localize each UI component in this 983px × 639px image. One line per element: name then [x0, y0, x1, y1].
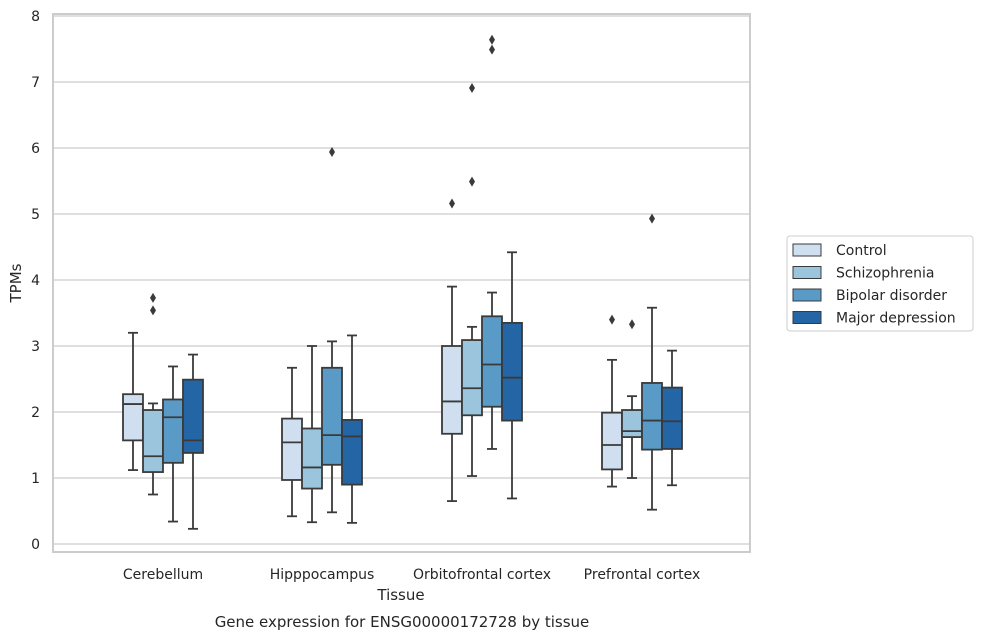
box-iqr [501, 321, 523, 422]
chart-caption: Gene expression for ENSG00000172728 by t… [215, 613, 590, 631]
legend-swatch [792, 266, 822, 279]
outlier-point [150, 305, 156, 316]
x-axis-title: Tissue [376, 586, 424, 604]
outlier-point [469, 176, 475, 187]
y-tick-label: 2 [31, 405, 40, 421]
outlier-point [609, 314, 615, 325]
y-tick-label: 5 [31, 207, 40, 223]
y-axis-title: TPMs [7, 263, 25, 303]
box-control-3 [601, 314, 623, 488]
legend-label: Bipolar disorder [836, 288, 947, 304]
outlier-point [629, 319, 635, 330]
box-iqr [301, 427, 323, 490]
box-major-depression-1 [341, 334, 363, 524]
box-iqr [481, 315, 503, 408]
box-iqr [601, 411, 623, 471]
x-tick-label: Orbitofrontal cortex [413, 567, 551, 583]
outlier-point [329, 146, 335, 157]
outlier-point [489, 34, 495, 45]
box-major-depression-3 [661, 349, 683, 487]
y-tick-label: 0 [31, 537, 40, 553]
legend-label: Major depression [836, 311, 956, 327]
box-control-0 [122, 331, 144, 471]
box-bipolar-disorder-3 [641, 213, 663, 511]
outlier-point [150, 292, 156, 303]
legend-label: Schizophrenia [836, 266, 934, 282]
box-bipolar-disorder-2 [481, 34, 503, 450]
box-control-1 [281, 366, 303, 518]
outlier-point [649, 213, 655, 224]
y-tick-label: 4 [31, 273, 40, 289]
legend: Control Schizophrenia Bipolar disorder Majo… [786, 235, 974, 332]
x-tick-label: Cerebellum [123, 567, 203, 583]
box-control-2 [441, 198, 463, 503]
box-major-depression-0 [182, 353, 204, 530]
outlier-point [469, 82, 475, 93]
y-tick-labels: 0 1 2 3 4 5 6 7 8 [31, 9, 40, 553]
box-iqr [341, 419, 363, 486]
box-bipolar-disorder-1 [321, 146, 343, 514]
boxes-layer [122, 34, 683, 530]
box-iqr [182, 378, 204, 454]
box-major-depression-2 [501, 251, 523, 500]
legend-swatch [792, 311, 822, 324]
box-iqr [621, 409, 643, 438]
outlier-point [489, 44, 495, 55]
x-tick-label: Prefrontal cortex [584, 567, 701, 583]
box-bipolar-disorder-0 [162, 365, 184, 523]
box-schizophrenia-3 [621, 319, 643, 479]
y-tick-label: 3 [31, 339, 40, 355]
box-iqr [641, 382, 663, 451]
y-tick-label: 1 [31, 471, 40, 487]
box-iqr [142, 409, 164, 473]
legend-swatch [792, 288, 822, 302]
box-iqr [122, 393, 144, 442]
box-schizophrenia-0 [142, 292, 164, 496]
box-iqr [162, 398, 184, 464]
box-iqr [461, 339, 483, 417]
box-iqr [661, 386, 683, 450]
x-tick-label: Hipppocampus [270, 567, 375, 583]
x-tick-labels: Cerebellum Hipppocampus Orbitofrontal cort… [123, 567, 700, 583]
legend-swatch [792, 243, 822, 257]
box-schizophrenia-1 [301, 345, 323, 524]
y-tick-label: 6 [31, 141, 40, 157]
y-tick-label: 8 [31, 9, 40, 25]
box-iqr [321, 366, 343, 466]
plot-frame [52, 13, 751, 553]
legend-label: Control [836, 243, 887, 259]
box-schizophrenia-2 [461, 82, 483, 477]
outlier-point [449, 198, 455, 209]
y-tick-label: 7 [31, 75, 40, 91]
box-iqr [441, 345, 463, 435]
box-iqr [281, 417, 303, 481]
legend-frame [786, 235, 974, 332]
